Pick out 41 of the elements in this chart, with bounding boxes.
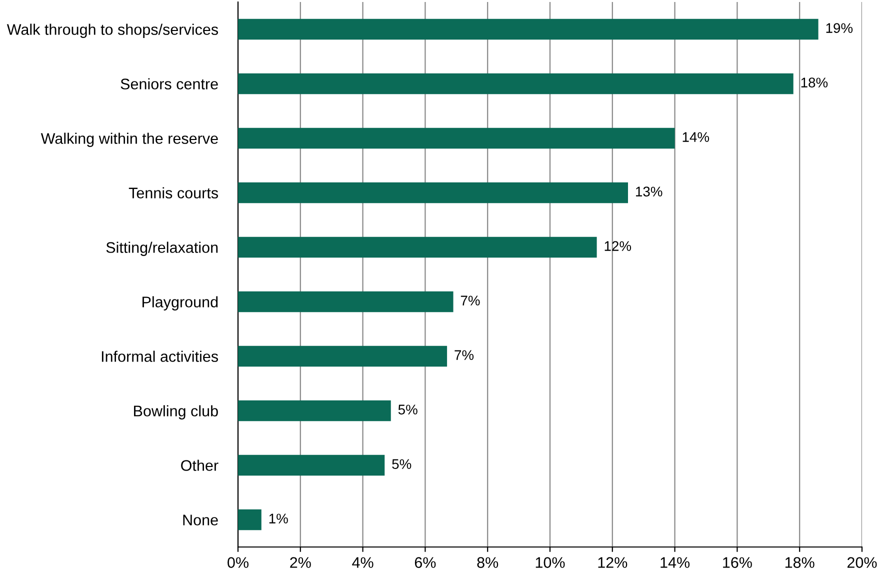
x-tick-label: 0% (228, 557, 248, 568)
data-label: 18% (801, 78, 828, 88)
y-tick-label: Walk through to shops/services (6, 24, 218, 38)
y-tick-label: Sitting/relaxation (106, 242, 218, 256)
data-label: 5% (392, 459, 412, 469)
bar (238, 346, 448, 367)
data-label: 12% (604, 241, 632, 251)
x-tick-label: 16% (723, 557, 752, 568)
y-tick-label: None (183, 514, 218, 526)
x-tick-label: 14% (660, 557, 690, 568)
y-tick-label: Informal activities (102, 350, 218, 362)
x-tick-label: 20% (847, 557, 877, 568)
x-tick-label: 10% (536, 557, 565, 568)
y-tick-label: Bowling club (134, 405, 218, 420)
bar (238, 454, 385, 476)
x-tick-label: 8% (477, 557, 498, 568)
bar (238, 182, 628, 204)
y-tick-label: Walking within the reserve (40, 132, 218, 147)
data-label: 7% (460, 296, 480, 306)
bar (238, 128, 675, 149)
bar (238, 236, 597, 258)
bar (238, 18, 818, 40)
x-tick-label: 2% (290, 557, 311, 568)
y-tick-label: Playground (142, 296, 218, 310)
bar (238, 291, 454, 312)
data-label: 14% (682, 132, 710, 142)
x-tick-label: 6% (414, 557, 436, 568)
data-label: 19% (826, 23, 853, 33)
bar (238, 509, 262, 530)
y-tick-label: Tennis courts (128, 187, 218, 198)
x-tick-label: 12% (598, 557, 628, 568)
data-label: 1% (269, 514, 288, 524)
x-tick-label: 18% (785, 557, 814, 568)
x-tick-label: 4% (352, 557, 374, 568)
y-tick-label: Other (181, 460, 218, 471)
bar (238, 73, 794, 94)
data-label: 13% (636, 186, 662, 196)
data-label: 5% (398, 404, 418, 414)
y-tick-label: Seniors centre (120, 78, 218, 90)
data-label: 7% (454, 350, 474, 360)
bar (238, 400, 391, 422)
